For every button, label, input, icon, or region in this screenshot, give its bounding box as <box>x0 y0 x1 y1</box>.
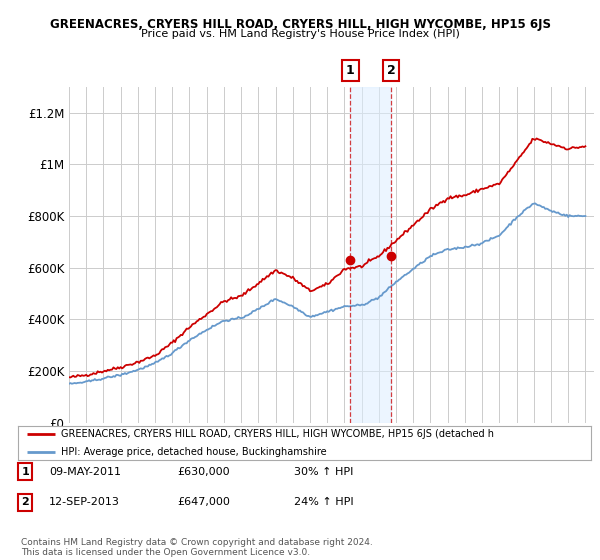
Text: HPI: Average price, detached house, Buckinghamshire: HPI: Average price, detached house, Buck… <box>61 447 326 456</box>
Text: 24% ↑ HPI: 24% ↑ HPI <box>294 497 353 507</box>
Text: 1: 1 <box>346 64 355 77</box>
Text: £630,000: £630,000 <box>177 466 230 477</box>
Text: 1: 1 <box>22 466 29 477</box>
Text: GREENACRES, CRYERS HILL ROAD, CRYERS HILL, HIGH WYCOMBE, HP15 6JS: GREENACRES, CRYERS HILL ROAD, CRYERS HIL… <box>49 18 551 31</box>
Text: £647,000: £647,000 <box>177 497 230 507</box>
Text: Price paid vs. HM Land Registry's House Price Index (HPI): Price paid vs. HM Land Registry's House … <box>140 29 460 39</box>
Text: GREENACRES, CRYERS HILL ROAD, CRYERS HILL, HIGH WYCOMBE, HP15 6JS (detached h: GREENACRES, CRYERS HILL ROAD, CRYERS HIL… <box>61 430 494 439</box>
Text: 12-SEP-2013: 12-SEP-2013 <box>49 497 120 507</box>
Bar <box>350 87 391 423</box>
Text: 2: 2 <box>386 64 395 77</box>
Text: 09-MAY-2011: 09-MAY-2011 <box>49 466 121 477</box>
Text: Contains HM Land Registry data © Crown copyright and database right 2024.
This d: Contains HM Land Registry data © Crown c… <box>21 538 373 557</box>
Text: 2: 2 <box>22 497 29 507</box>
Text: 30% ↑ HPI: 30% ↑ HPI <box>294 466 353 477</box>
